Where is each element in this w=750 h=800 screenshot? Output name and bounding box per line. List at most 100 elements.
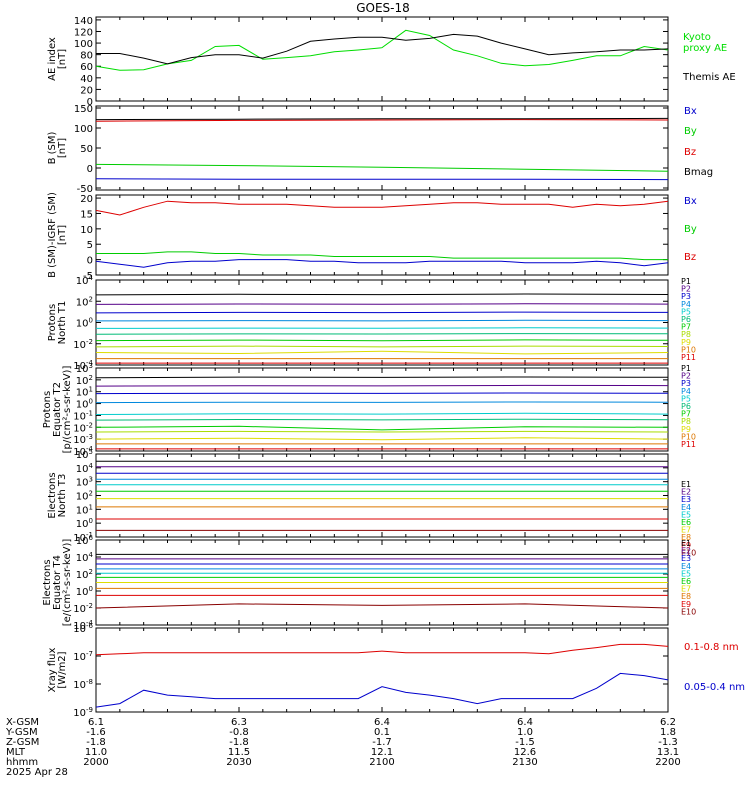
y-tick-label: 100 [76,517,93,530]
legend-entry: P5 [681,307,691,316]
legend-entry: E10 [681,548,696,557]
y-tick-label: 105 [76,448,93,461]
y-tick-label: 10-3 [73,433,93,446]
y-tick-label: 100 [76,398,93,411]
y-tick-label: 10-8 [73,678,93,691]
series-line-e10 [95,603,669,609]
x-tick-label: -1.8 [229,737,249,748]
x-tick-label: 12.1 [371,747,393,758]
series-line-kyoto-proxy-ae [95,29,669,71]
series-line-p1 [95,293,669,296]
y-tick-label: 10-1 [73,409,93,422]
series-line-p9 [95,437,669,441]
series-line-p8 [95,430,669,433]
series-line-p4 [95,319,669,322]
y-axis-label: [W/m2] [57,651,68,688]
y-axis-label: AE index [47,37,58,81]
legend-entry: E1 [681,539,691,548]
y-tick-label: 15 [80,209,93,220]
y-tick-label: 103 [76,362,93,375]
y-tick-label: 10-4 [73,445,93,458]
legend-entry: Bx [684,106,697,117]
legend-entry: P6 [681,402,691,411]
x-tick-label: -1.5 [515,737,535,748]
y-tick-label: 102 [76,374,93,387]
legend-entry: P10 [681,345,696,354]
x-tick-label: -1.8 [86,737,106,748]
legend-entry: E9 [681,541,691,550]
legend-entry: E4 [681,562,691,571]
legend-entry: E2 [681,488,691,497]
legend-entry: E2 [681,547,691,556]
x-tick-label: 6.3 [231,717,247,728]
legend-entry: P7 [681,410,691,419]
legend-entry: P3 [681,379,691,388]
y-tick-label: 104 [76,551,94,564]
y-axis-label: [nT] [57,138,68,158]
series-line-by [96,251,668,261]
y-tick-label: 50 [80,144,93,155]
legend-entry: 0.1-0.8 nm [684,642,739,653]
y-tick-label: 103 [76,476,93,489]
y-axis-label: Equator T2 [52,382,63,437]
series-line-p8 [95,345,669,348]
y-tick-label: 102 [76,295,93,308]
y-tick-label: 10-7 [73,650,93,663]
y-tick-label: 10-1 [73,531,93,544]
x-tick-label: 12.6 [514,747,536,758]
x-tick-label: 2200 [655,757,680,768]
y-axis-label: North T1 [57,301,68,345]
series-line-p5 [95,412,669,415]
y-tick-label: 10-4 [73,359,93,372]
x-tick-label: 2100 [369,757,394,768]
y-axis-label: B (SM) [47,131,58,164]
series-line-p2 [95,384,669,387]
series-line-themis-ae [96,33,669,65]
legend-entry: E4 [681,503,691,512]
y-tick-label: 150 [74,104,93,115]
x-tick-label: 2030 [226,757,251,768]
series-line-by [95,163,669,172]
y-tick-label: 80 [80,51,93,62]
legend-entry: E1 [681,480,691,489]
y-tick-label: 10-6 [73,622,93,635]
legend-entry: Themis AE [682,72,736,83]
y-tick-label: 102 [76,568,93,581]
y-tick-label: 0 [87,256,93,267]
x-tick-label: 13.1 [657,747,679,758]
series-line-p7 [95,425,669,431]
x-tick-label: 2130 [512,757,537,768]
legend-entry: E5 [681,510,691,519]
legend-entry: P2 [681,372,691,381]
x-tick-label: 1.8 [660,727,676,738]
y-tick-label: -50 [77,184,93,195]
x-row-label: hhmm [6,757,38,768]
legend-entry: P2 [681,285,691,294]
x-row-label: Y-GSM [5,727,38,738]
legend-entry: E6 [681,577,691,586]
y-tick-label: 20 [80,194,93,205]
x-tick-label: 2000 [83,757,108,768]
x-tick-label: -1.7 [372,737,392,748]
y-axis-label: [p/(cm²-s-sr-keV)] [62,366,73,454]
series-line-p6 [95,418,669,421]
y-axis-label: Electrons [42,559,53,605]
series-line-p2 [95,303,669,305]
y-axis-label: [nT] [57,225,68,245]
panel-b-sm: -50 0 50 100 150 B (SM) [nT] Bx By Bz Bmag [47,104,713,195]
y-axis-label: Protons [47,304,58,341]
y-tick-label: 60 [80,62,93,73]
series-line-p9 [95,350,669,355]
x-tick-label: 1.0 [517,727,533,738]
x-tick-label: -1.3 [658,737,678,748]
series-line-bmag [95,117,669,121]
legend-entry: P4 [681,387,691,396]
legend-entry: E5 [681,569,691,578]
x-row-label: Z-GSM [6,737,39,748]
series-line-p7 [95,339,669,342]
series-line-bx [95,178,669,181]
